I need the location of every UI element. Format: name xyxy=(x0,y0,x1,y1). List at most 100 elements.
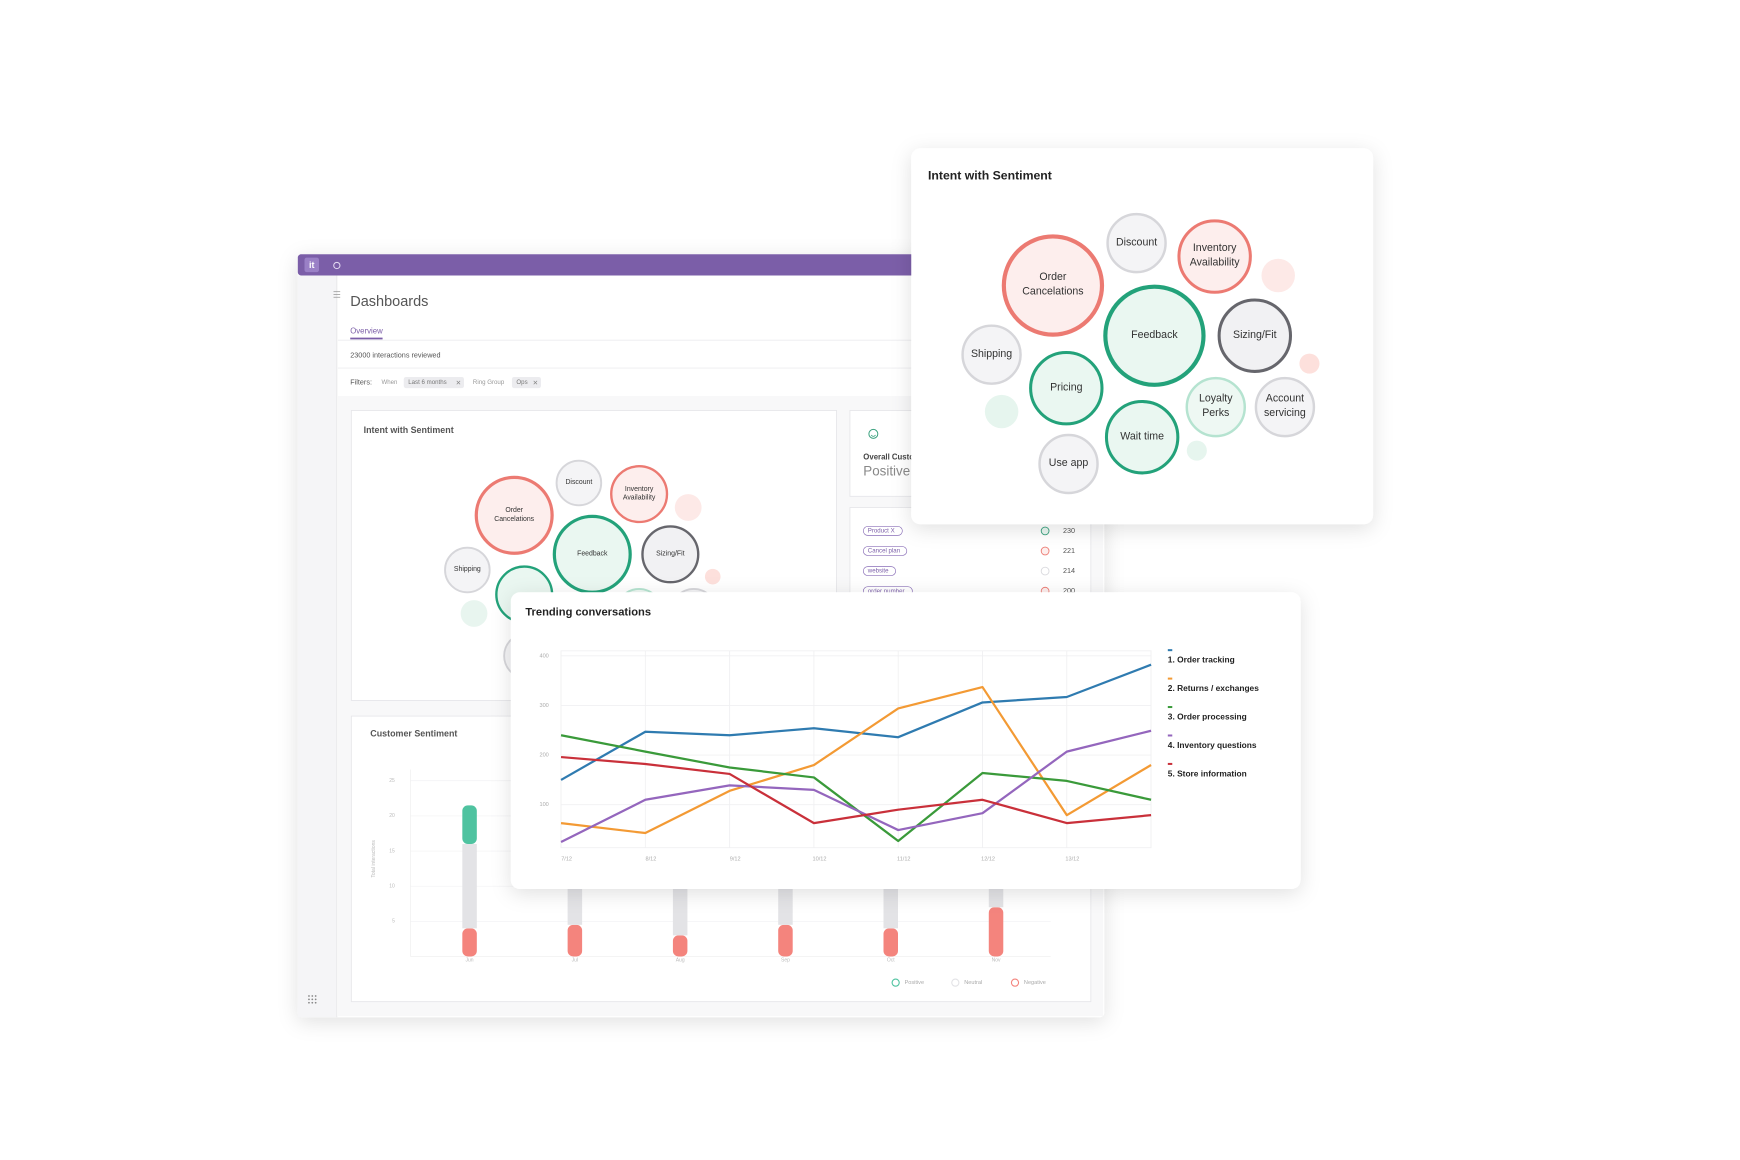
apps-icon xyxy=(308,995,310,997)
card-title: Intent with Sentiment xyxy=(928,168,1052,182)
bubble-label-box: Pricing xyxy=(1050,381,1083,394)
intent-card: Intent with Sentiment Order Cancelations D… xyxy=(911,148,1374,525)
y-tick-label: 100 xyxy=(539,802,548,808)
intent-bubble xyxy=(474,475,554,555)
x-tick-label: Sep xyxy=(781,958,790,964)
apps-icon xyxy=(314,1001,317,1004)
x-tick-label: Oct xyxy=(887,958,895,964)
series-line xyxy=(560,729,1152,843)
filter-value: Last 6 months xyxy=(408,379,446,386)
bubble-label: Sizing/Fit xyxy=(656,549,685,558)
close-icon xyxy=(456,380,461,385)
apps-icon xyxy=(314,998,317,1001)
x-tick-label: 11/12 xyxy=(897,856,911,862)
bubble-label-box: Order Cancelations xyxy=(494,505,535,524)
legend-label: 4. Inventory questions xyxy=(1168,740,1257,750)
legend-swatch xyxy=(891,978,900,987)
bubble-label-box: Discount xyxy=(565,478,592,486)
bubble-label: Discount xyxy=(1115,236,1158,249)
top-bar xyxy=(297,254,1105,276)
sentiment-dot xyxy=(1040,566,1050,576)
smiley-mouth xyxy=(870,434,876,437)
tag-text: Product X xyxy=(868,528,895,535)
bubble-label: Shipping xyxy=(970,347,1013,360)
bubble-decor xyxy=(1261,258,1295,293)
intent-bubble xyxy=(610,465,669,524)
tag-text: order number xyxy=(868,588,905,595)
bubble-label: Feedback xyxy=(577,549,608,558)
page-title: Dashboards xyxy=(350,294,428,310)
bubble-label-box: Sizing/Fit xyxy=(1233,328,1277,341)
bubble-label-box: Account servicing xyxy=(1264,393,1306,420)
tag-pill xyxy=(862,526,903,536)
bar-segment xyxy=(462,928,477,957)
filter-value: Ops xyxy=(516,379,527,386)
tag-pill xyxy=(862,566,896,576)
bubble-label: Use app xyxy=(1048,456,1089,470)
intent-bubble xyxy=(641,525,700,584)
legend-label: 2. Returns / exchanges xyxy=(1168,683,1259,693)
bubble-decor xyxy=(704,568,721,585)
count: 200 xyxy=(1063,586,1075,595)
card xyxy=(510,592,1301,889)
trending-card: Trending conversations 7/12 8/12 9/12 10/12 1… xyxy=(510,592,1301,889)
filters-label: Filters: xyxy=(350,377,372,386)
bar-segment xyxy=(778,924,793,957)
bubble-decor xyxy=(674,494,702,521)
bubble-label-box: Shipping xyxy=(970,347,1013,360)
x-tick-label: 7/12 xyxy=(561,856,572,862)
intent-bubble xyxy=(1103,284,1206,387)
apps-icon xyxy=(314,995,317,997)
count: 214 xyxy=(1063,566,1075,575)
intent-bubble xyxy=(1177,219,1252,294)
bubble-label: Feedback xyxy=(1131,328,1178,341)
bubble-label: Sizing/Fit xyxy=(1233,328,1277,341)
count: 230 xyxy=(1063,526,1075,535)
x-tick-label: 13/12 xyxy=(1065,856,1079,862)
bubble-label: Pricing xyxy=(1050,381,1083,394)
x-tick-label: Jun xyxy=(466,958,474,964)
overall-value: Positive xyxy=(863,463,910,478)
bubble-decor xyxy=(1186,440,1207,461)
bar-segment xyxy=(672,935,688,957)
intent-bubble xyxy=(1254,376,1316,438)
bell-icon xyxy=(333,261,341,270)
chart-title: Customer Sentiment xyxy=(370,728,457,738)
filter-name: When xyxy=(381,379,398,386)
legend-swatch xyxy=(1167,649,1173,652)
x-tick-label: Aug xyxy=(676,958,685,964)
y-tick-label: 300 xyxy=(539,703,548,709)
bubble-label: Inventory Availability xyxy=(1189,242,1240,269)
legend-label: Neutral xyxy=(964,980,982,986)
bubble-label: Order Cancelations xyxy=(494,505,535,524)
tab: Overview xyxy=(350,326,383,335)
x-tick-label: 10/12 xyxy=(813,856,827,862)
sidebar xyxy=(297,275,337,1018)
bubble-label: Order Cancelations xyxy=(1022,271,1084,298)
bubble-label: Shipping xyxy=(453,565,481,574)
legend-swatch xyxy=(1167,677,1173,680)
intent-bubble xyxy=(961,324,1022,385)
bubble-label-box: Loyalty Perks xyxy=(1199,393,1233,420)
legend-swatch xyxy=(1167,706,1173,709)
series-line xyxy=(560,663,1152,781)
filter-chip xyxy=(403,377,464,389)
intent-bubble xyxy=(1217,298,1293,373)
series-line xyxy=(560,685,1152,835)
x-tick-label: Nov xyxy=(992,958,1001,964)
panel-title: Intent with Sentiment xyxy=(364,425,454,435)
intent-bubble xyxy=(555,459,603,507)
y-axis-label: Total interactions xyxy=(371,840,377,878)
y-tick-label: 200 xyxy=(539,753,548,759)
tag-text: Cancel plan xyxy=(868,548,901,555)
y-tick-label: 20 xyxy=(389,813,395,819)
intent-bubble xyxy=(1185,376,1247,438)
legend-label: 5. Store information xyxy=(1168,768,1247,778)
bubble-label-box: Sizing/Fit xyxy=(656,549,685,558)
filter-chip xyxy=(511,377,541,389)
y-tick-label: 5 xyxy=(392,919,395,925)
bubble-label-box: Discount xyxy=(1115,236,1158,249)
count: 221 xyxy=(1063,546,1075,555)
summary: 23000 interactions reviewed xyxy=(350,351,440,360)
legend-swatch xyxy=(951,978,960,987)
